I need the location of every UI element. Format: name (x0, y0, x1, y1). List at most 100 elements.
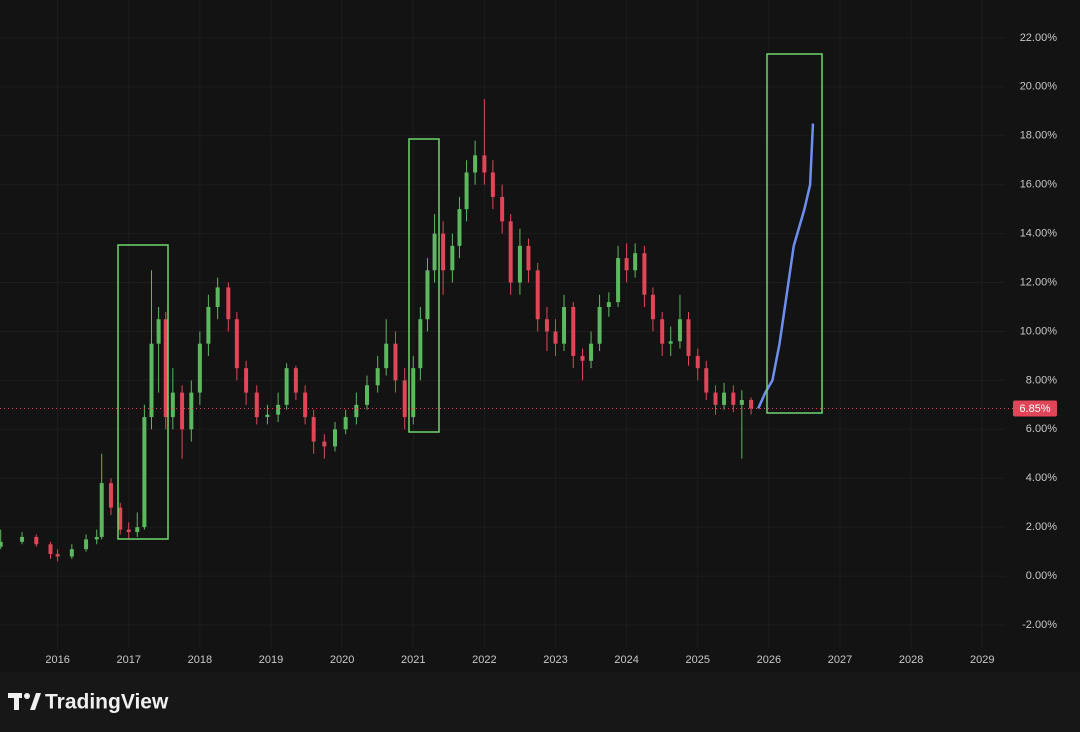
candle-body (526, 245, 531, 271)
candle-body (215, 287, 220, 307)
candle-body (589, 343, 594, 361)
candle-body (553, 331, 558, 344)
candle-body (226, 287, 231, 320)
candle-body (677, 319, 682, 342)
candle-body (686, 319, 691, 356)
logo-shape (30, 693, 41, 710)
y-tick-label: 18.00% (1020, 130, 1058, 142)
candle-body (142, 417, 147, 528)
candle-body (490, 172, 495, 197)
highlight-box (408, 138, 440, 433)
candle-body (411, 368, 416, 418)
candle-body (118, 507, 123, 530)
candle-body (354, 404, 359, 418)
candle-body (562, 306, 567, 344)
footer-bar (0, 672, 1080, 732)
y-tick-label: 4.00% (1026, 472, 1057, 484)
candle-body (170, 392, 175, 418)
candle-body (722, 392, 727, 405)
x-tick-label: 2025 (685, 654, 709, 666)
candle-body (606, 302, 611, 307)
y-tick-label: 2.00% (1026, 521, 1057, 533)
candle-body (84, 539, 89, 550)
candle-body (441, 233, 446, 271)
candle-body (650, 294, 655, 320)
x-tick-label: 2020 (330, 654, 354, 666)
candle-body (69, 549, 74, 557)
y-tick-label: 6.00% (1026, 423, 1057, 435)
last-price-badge (1013, 400, 1057, 417)
x-tick-label: 2016 (45, 654, 69, 666)
candle-body (149, 343, 154, 418)
x-tick-label: 2029 (970, 654, 994, 666)
candle-body (189, 392, 194, 430)
x-tick-label: 2018 (188, 654, 212, 666)
candle-body (660, 319, 665, 344)
x-tick-label: 2022 (472, 654, 496, 666)
candle-body (517, 245, 522, 283)
candle-body (731, 392, 736, 405)
candle-body (234, 319, 239, 369)
candle-body (668, 341, 673, 344)
candle-body (473, 155, 478, 173)
highlight-boxes (117, 53, 823, 540)
y-tick-label: 16.00% (1020, 179, 1058, 191)
x-tick-label: 2027 (828, 654, 852, 666)
x-tick-label: 2024 (614, 654, 638, 666)
candle-body (254, 392, 259, 418)
y-tick-label: 0.00% (1026, 570, 1057, 582)
candle-body (55, 554, 60, 557)
candle-body (425, 270, 430, 320)
candle-body (739, 399, 744, 405)
logo (8, 693, 41, 710)
candle-body (695, 355, 700, 369)
candle-body (384, 343, 389, 369)
candle-body (365, 385, 370, 405)
y-tick-label: 10.00% (1020, 325, 1058, 337)
candle-body (749, 399, 754, 409)
candle-body (156, 319, 161, 344)
x-tick-label: 2021 (401, 654, 425, 666)
brand-name: TradingView (45, 691, 169, 714)
candle-body (402, 380, 407, 418)
x-tick-label: 2028 (899, 654, 923, 666)
y-tick-label: 12.00% (1020, 276, 1058, 288)
y-tick-label: 14.00% (1020, 228, 1058, 240)
plot-background (0, 0, 1080, 672)
projection-line (757, 123, 815, 410)
candle-body (108, 483, 113, 508)
candle-body (333, 429, 337, 447)
candle-body (303, 392, 308, 418)
axis-layer: -2.00% 0.00% 2.00% 4.00% 6.00% 8.00% 10.00% 12.… (45, 32, 1057, 666)
candle-body (311, 417, 316, 442)
candle-body (375, 368, 380, 386)
candle-body (633, 253, 638, 271)
candle-body (276, 404, 281, 415)
y-tick-label: 22.00% (1020, 32, 1058, 44)
candle-body (94, 536, 99, 540)
candle-body (163, 319, 168, 418)
candle-body (20, 536, 25, 542)
candle-body (500, 196, 505, 222)
candle-body (704, 368, 709, 393)
y-tick-label: -2.00% (1022, 619, 1057, 631)
candle-body (624, 258, 629, 271)
x-tick-label: 2017 (116, 654, 140, 666)
candle-body (206, 306, 211, 344)
candle-body (535, 270, 540, 320)
candle-body (508, 221, 513, 283)
candle-body (197, 343, 202, 393)
x-tick-label: 2026 (757, 654, 781, 666)
logo-shape (24, 693, 30, 699)
x-tick-label: 2019 (259, 654, 283, 666)
candle-body (393, 343, 398, 381)
candle-body (99, 483, 104, 537)
candle-body (293, 368, 298, 393)
last-price-label: 6.85% (1019, 403, 1050, 415)
candle-body (126, 529, 131, 533)
candle-body (464, 172, 469, 210)
candle-body (597, 306, 602, 344)
candle-body (457, 209, 462, 246)
